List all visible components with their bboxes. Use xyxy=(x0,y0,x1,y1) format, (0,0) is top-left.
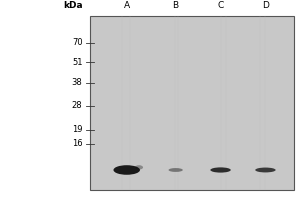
Text: 38: 38 xyxy=(72,78,83,87)
Text: 70: 70 xyxy=(72,38,83,47)
Text: kDa: kDa xyxy=(63,1,83,10)
Ellipse shape xyxy=(169,168,183,172)
Text: 19: 19 xyxy=(72,125,83,134)
Text: B: B xyxy=(172,1,179,10)
Ellipse shape xyxy=(255,168,276,172)
FancyBboxPatch shape xyxy=(90,16,294,190)
Text: 16: 16 xyxy=(72,139,83,148)
Text: 51: 51 xyxy=(72,58,83,67)
Text: C: C xyxy=(218,1,224,10)
Text: 28: 28 xyxy=(72,101,83,110)
Ellipse shape xyxy=(210,167,231,173)
Ellipse shape xyxy=(113,165,140,175)
Text: A: A xyxy=(124,1,130,10)
Ellipse shape xyxy=(135,165,143,170)
Text: D: D xyxy=(262,1,269,10)
